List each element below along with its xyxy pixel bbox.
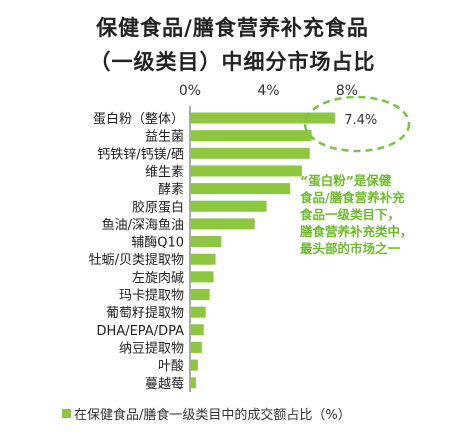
bar <box>191 236 222 248</box>
annotation-text: “蛋白粉”是保健 食品/膳食营养补充 食品一级类目下， 膳食营养补充类中， 最头… <box>300 172 450 257</box>
x-tick-label: 8% <box>336 83 358 99</box>
bar <box>191 253 216 265</box>
category-label: 蔓越莓 <box>145 377 184 392</box>
bar <box>191 377 196 389</box>
category-label: 辅酶Q10 <box>131 235 184 251</box>
category-label: 益生菌 <box>145 130 184 145</box>
category-label: 胶原蛋白 <box>132 199 184 215</box>
chart-title-line1: 保健食品/膳食营养补充食品 <box>96 16 369 40</box>
bar <box>191 112 336 124</box>
category-label: 左旋肉碱 <box>132 271 184 286</box>
bar <box>191 183 291 195</box>
category-label: 葡萄籽提取物 <box>106 305 184 321</box>
bar <box>191 341 202 353</box>
bar <box>191 306 206 318</box>
bar <box>191 165 302 177</box>
bar <box>191 271 214 283</box>
category-label: 蛋白粉（整体） <box>93 111 184 127</box>
legend: 在保健食品/膳食一级类目中的成交额占比（%） <box>62 404 351 423</box>
category-label: 玛卡提取物 <box>119 288 184 304</box>
x-tick-label: 4% <box>257 83 279 99</box>
legend-swatch <box>62 409 71 418</box>
category-label: 鱼油/深海鱼油 <box>102 217 184 233</box>
category-label: 钙铁锌/钙镁/硒 <box>97 147 184 162</box>
annotation-line: 最头部的市场之一 <box>300 241 401 256</box>
bar <box>191 289 210 300</box>
category-label: 纳豆提取物 <box>119 340 184 356</box>
annotation-line: “蛋白粉”是保健 <box>300 173 392 188</box>
chart-title-line2: （一级类目）中细分市场占比 <box>89 50 376 74</box>
bar <box>191 359 198 371</box>
category-label: DHA/EPA/DPA <box>97 324 185 339</box>
bar <box>191 218 255 230</box>
annotation-line: 食品一级类目下， <box>300 207 401 222</box>
legend-label: 在保健食品/膳食一级类目中的成交额占比（%） <box>74 408 351 423</box>
bar <box>191 130 312 142</box>
category-label: 酵素 <box>158 183 184 198</box>
annotation-line: 食品/膳食营养补充 <box>300 190 405 205</box>
bar <box>191 200 267 212</box>
data-label: 7.4% <box>344 113 377 128</box>
category-label: 维生素 <box>145 165 184 180</box>
category-label: 叶酸 <box>158 359 184 374</box>
bar <box>191 147 310 159</box>
x-tick-label: 0% <box>179 83 201 99</box>
bar <box>191 324 204 336</box>
annotation-line: 膳食营养补充类中， <box>300 224 413 239</box>
category-label: 牡蛎/贝类提取物 <box>89 252 184 268</box>
highlight-ellipse <box>303 95 411 153</box>
